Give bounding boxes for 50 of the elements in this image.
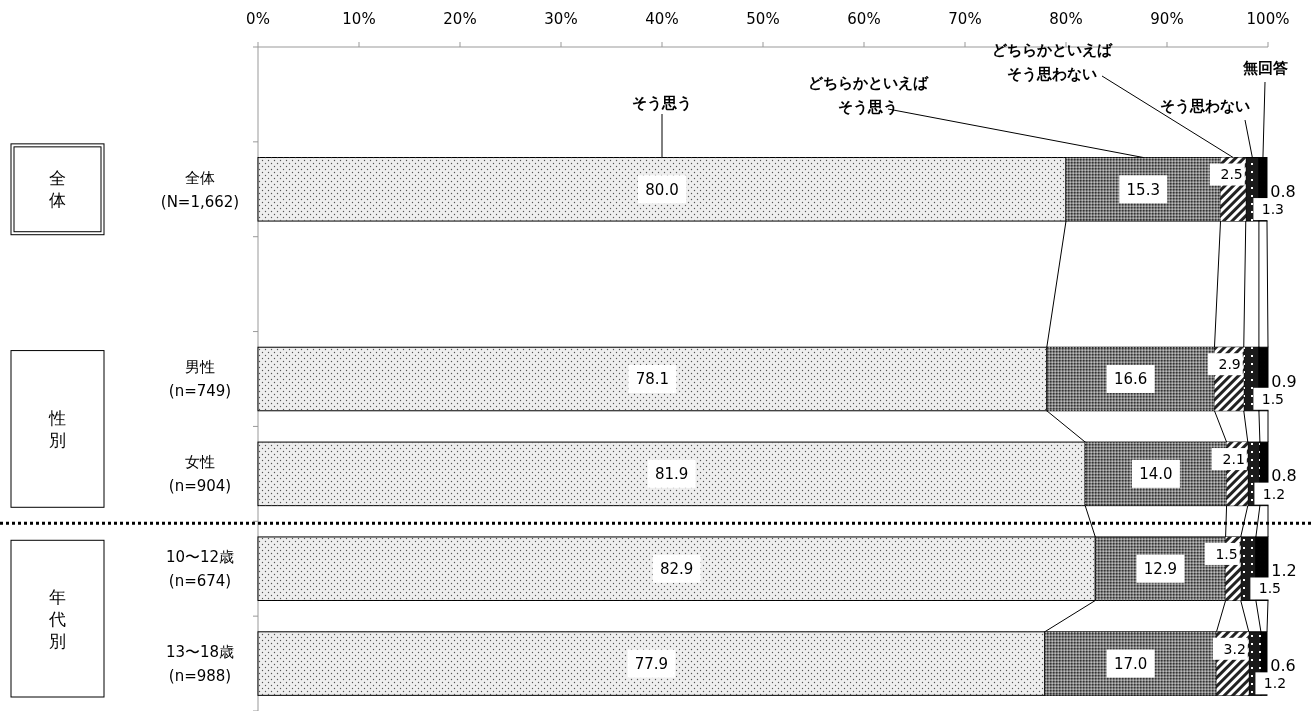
- data-label: 77.9: [634, 654, 669, 673]
- data-label: 0.8: [1270, 181, 1296, 201]
- data-label: 1.5: [1215, 545, 1238, 562]
- data-label: 12.9: [1143, 559, 1178, 578]
- data-label: 1.2: [1271, 561, 1297, 581]
- x-tick-label: 0%: [246, 10, 270, 29]
- data-label: 3.2: [1223, 640, 1246, 657]
- group-label-box: 年代別: [10, 539, 105, 698]
- x-tick-label: 100%: [1246, 10, 1290, 29]
- x-tick-label: 90%: [1150, 10, 1184, 29]
- data-label: 2.1: [1222, 450, 1245, 467]
- data-label: 82.9: [659, 559, 694, 578]
- x-tick-label: 40%: [645, 10, 679, 29]
- data-label: 1.5: [1261, 390, 1285, 407]
- data-label: 78.1: [635, 370, 670, 389]
- group-label-box: 性別: [10, 350, 105, 508]
- y-tick-label: 男性 (n=749): [168, 358, 232, 401]
- text: どちらかといえばそう思わない: [992, 41, 1113, 84]
- data-label: 17.0: [1113, 654, 1148, 673]
- data-label: 1.5: [1258, 580, 1282, 597]
- y-tick-label: 10〜12歳 (n=674): [165, 547, 235, 590]
- text: そう思う: [632, 94, 692, 113]
- data-label: 1.2: [1262, 485, 1286, 502]
- data-label: 0.9: [1271, 371, 1297, 391]
- x-tick-label: 80%: [1049, 10, 1083, 29]
- data-label: 0.8: [1271, 466, 1297, 486]
- x-tick-label: 70%: [948, 10, 982, 29]
- data-label: 2.9: [1218, 356, 1241, 373]
- data-label: 2.5: [1220, 166, 1243, 183]
- data-label: 15.3: [1126, 180, 1160, 199]
- y-tick-label: 女性 (n=904): [168, 453, 232, 496]
- y-tick-label: 全体 (N=1,662): [160, 168, 240, 211]
- data-label: 80.0: [645, 180, 679, 199]
- x-tick-label: 50%: [746, 10, 780, 29]
- data-label: 14.0: [1139, 465, 1173, 484]
- text: そう思わない: [1160, 97, 1250, 116]
- data-label: 1.3: [1261, 200, 1285, 217]
- data-label: 81.9: [654, 465, 689, 484]
- text: そう思う: [838, 98, 898, 117]
- text: どちらかといえば: [808, 74, 928, 93]
- group-label-box: 全体: [10, 143, 105, 236]
- data-label: 0.6: [1270, 656, 1296, 676]
- x-tick-label: 20%: [443, 10, 477, 29]
- data-label: 16.6: [1113, 370, 1148, 389]
- y-tick-label: 13〜18歳 (n=988): [165, 642, 235, 685]
- x-tick-label: 30%: [544, 10, 578, 29]
- text: 無回答: [1241, 59, 1288, 78]
- data-label: 1.2: [1263, 675, 1287, 692]
- x-tick-label: 60%: [847, 10, 881, 29]
- x-tick-label: 10%: [342, 10, 376, 29]
